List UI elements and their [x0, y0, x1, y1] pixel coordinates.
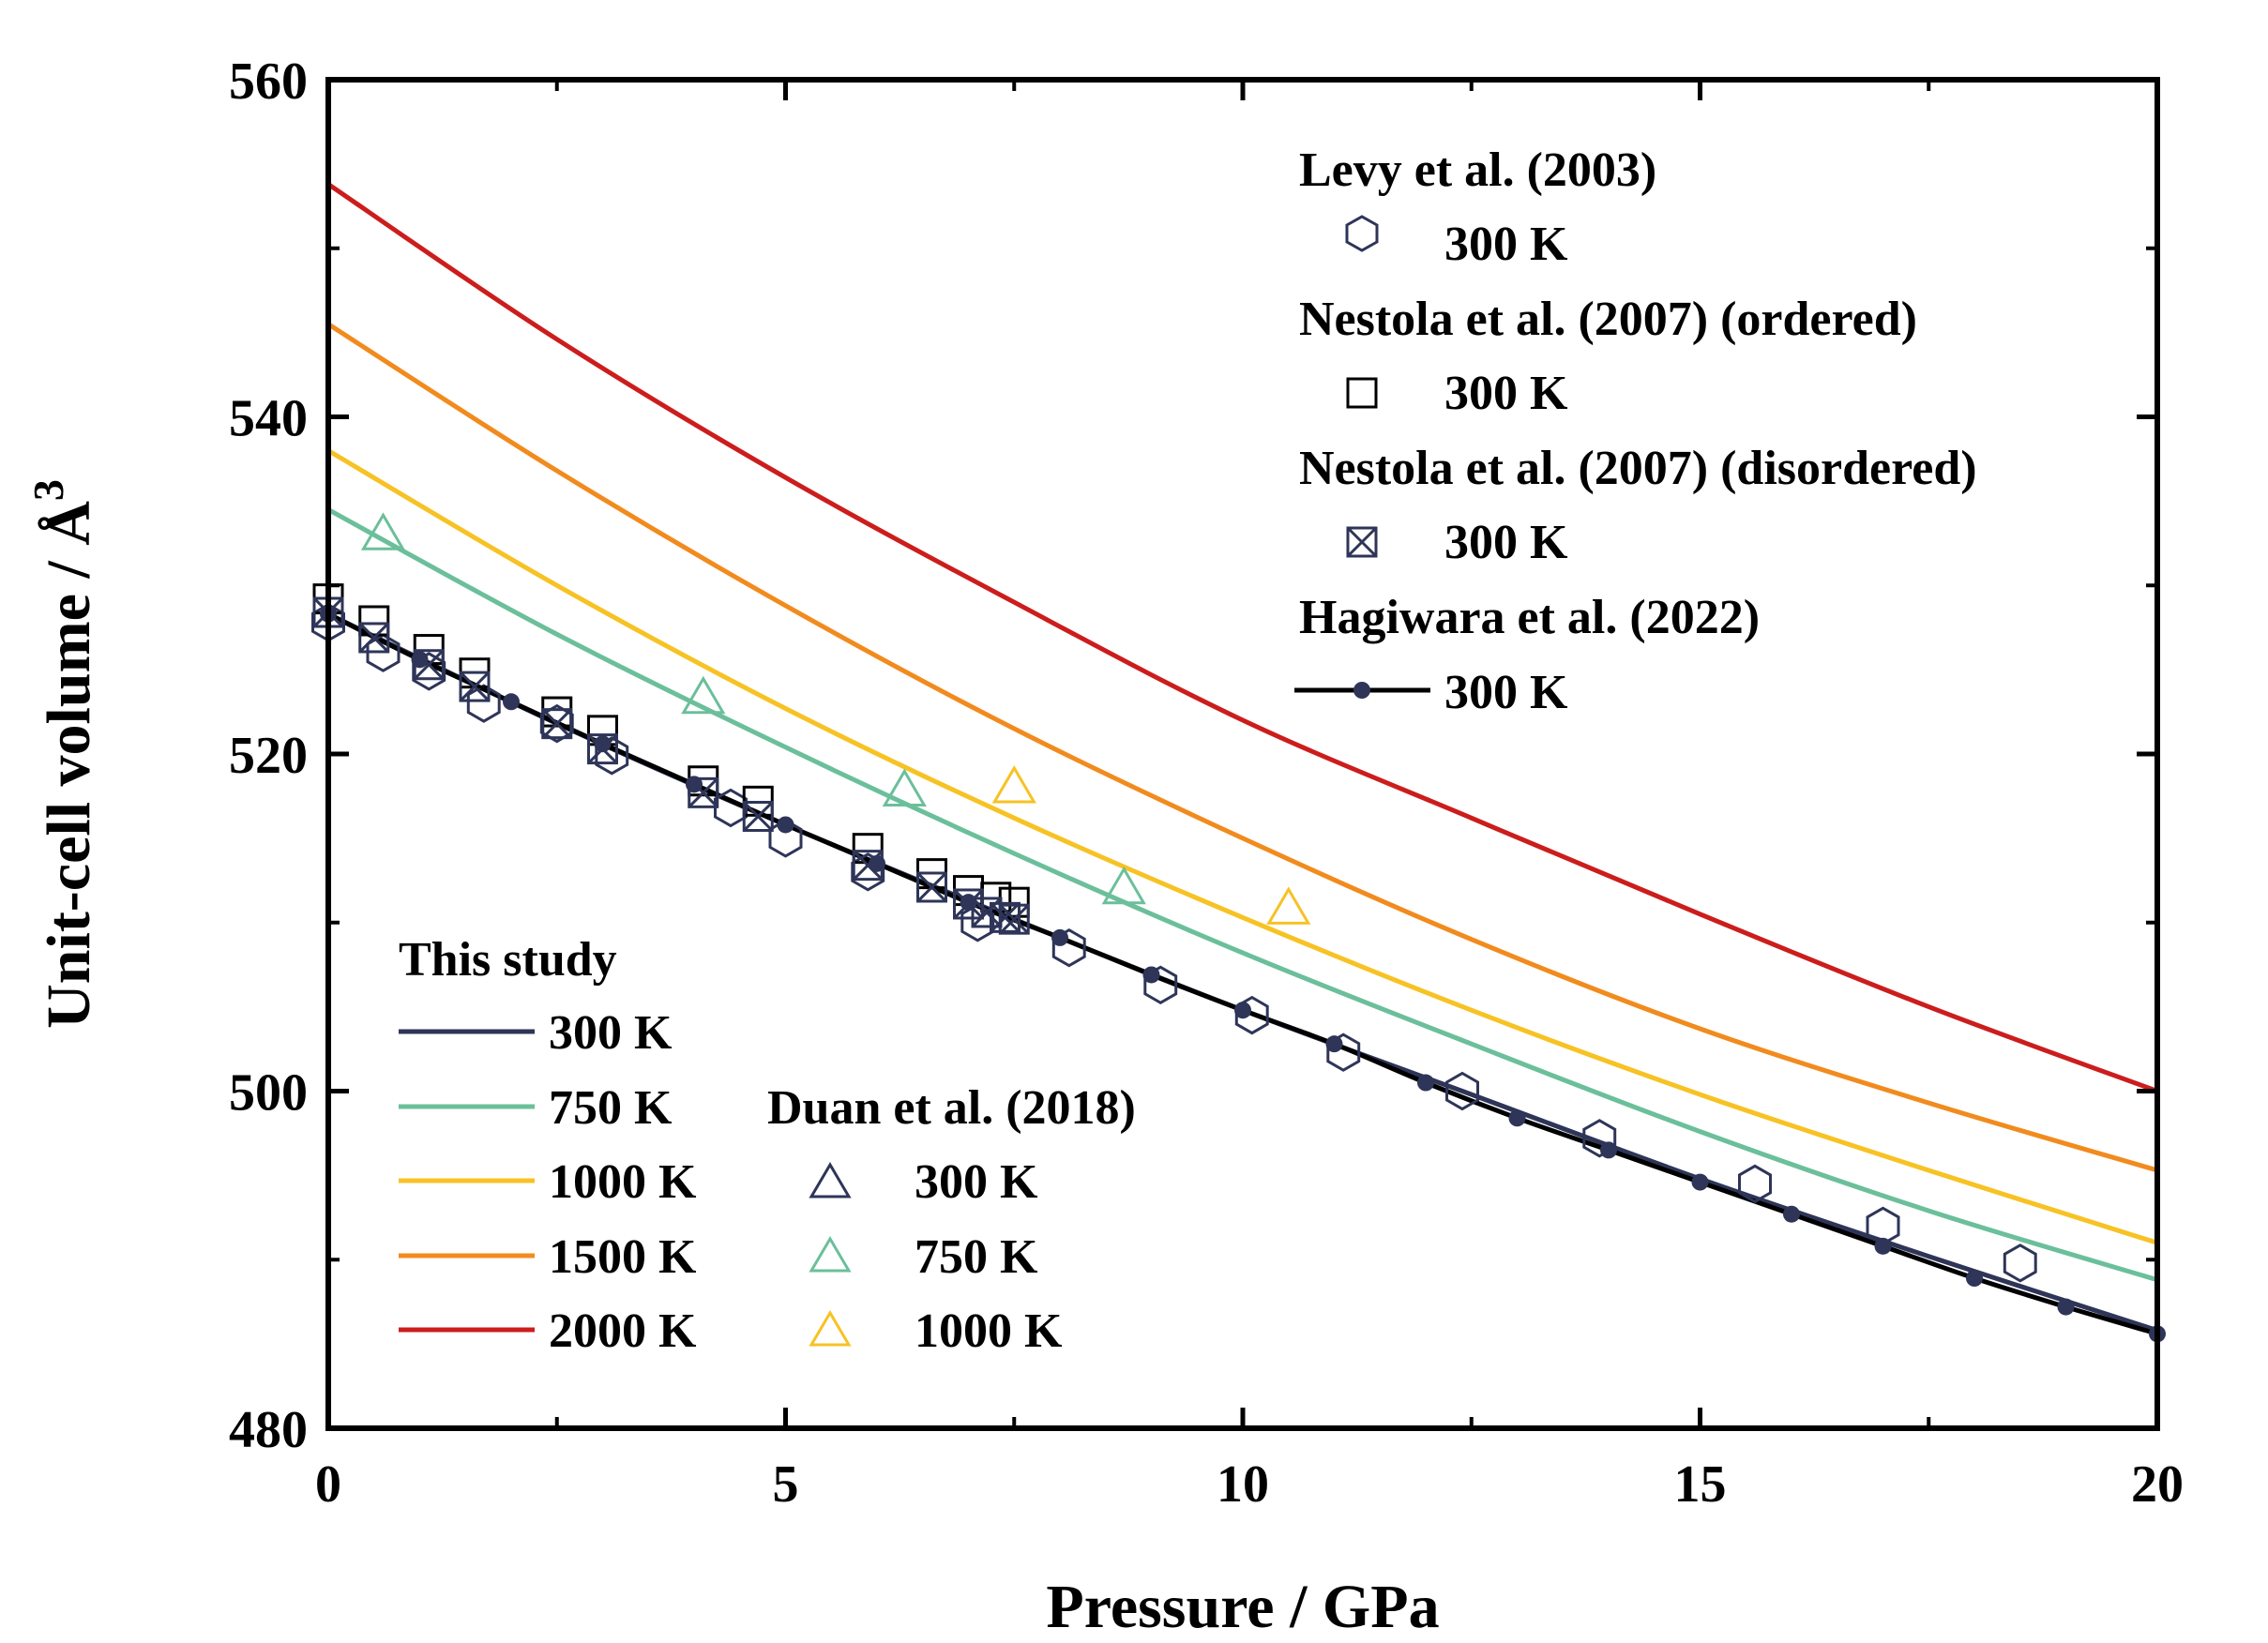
curve-1000k [326, 448, 2158, 1245]
legend-hagiwara-dot [1353, 682, 1370, 699]
y-tick-label: 520 [229, 727, 308, 785]
plot-frame [325, 77, 2160, 1431]
nestola-disordered-marker [990, 901, 1021, 933]
nestola-disordered-marker [541, 708, 573, 740]
legend-nestola-ordered-title: Nestola et al. (2007) (ordered) [1299, 293, 1917, 346]
legend-duan-1000k-label: 1000 K [915, 1304, 1063, 1358]
x-tick-label: 15 [1674, 1455, 1727, 1514]
hagiwara-marker [1691, 1173, 1709, 1191]
x-tick-label: 5 [773, 1455, 799, 1514]
hagiwara-marker [1783, 1205, 1800, 1223]
y-axis-title-superscript: 3 [24, 479, 72, 501]
levy-marker [2003, 1244, 2037, 1283]
y-axis-title: Unit-cell volume / Å3 [24, 479, 103, 1029]
legend-duan-title: Duan et al. (2018) [767, 1081, 1136, 1135]
hagiwara-marker [411, 651, 429, 669]
duan-750k-marker [681, 675, 726, 715]
hagiwara-marker [2057, 1298, 2075, 1316]
legend-duan-300k-label: 300 K [915, 1155, 1038, 1209]
legend-this-study: This study 300 K 750 K 1000 K 1500 K 200… [399, 933, 697, 1358]
nestola-disordered-marker [742, 801, 774, 833]
nestola-disordered-marker [998, 903, 1030, 935]
nestola-ordered-marker [852, 833, 884, 865]
legend-300k-label: 300 K [549, 1006, 673, 1060]
y-tick-label: 500 [229, 1064, 308, 1123]
legend-1500k-label: 1500 K [549, 1230, 697, 1284]
model-curves-group [326, 182, 2158, 1334]
legend-duan-750k-label: 750 K [915, 1230, 1038, 1284]
legend-levy-label: 300 K [1444, 218, 1568, 271]
x-axis-title: Pressure / GPa [1046, 1573, 1439, 1641]
hagiwara-marker [1051, 928, 1068, 946]
hagiwara-marker [1874, 1237, 1892, 1255]
hagiwara-marker [1600, 1141, 1617, 1159]
duan-750k-marker [882, 768, 927, 806]
levy-marker [1738, 1164, 1772, 1204]
legend-nestola-disordered-title: Nestola et al. (2007) (disordered) [1299, 442, 1977, 495]
x-tick-label: 10 [1217, 1455, 1269, 1514]
nestola-disordered-marker [916, 871, 947, 903]
legend-duan-750k-triangle-marker [809, 1236, 852, 1273]
y-tick-label: 480 [229, 1401, 308, 1459]
axis-ticks-group: 0 5 10 15 20 480 500 520 540 560 [229, 53, 2184, 1514]
nestola-disordered-marker [459, 671, 491, 702]
legend-nestola-ordered-square-marker [1346, 377, 1378, 409]
hagiwara-marker [1966, 1270, 1983, 1288]
levy-marker [960, 903, 995, 942]
hagiwara-marker [1508, 1109, 1526, 1127]
hagiwara-marker [1142, 966, 1160, 984]
legend-duan-1000k-triangle-marker [809, 1310, 852, 1347]
duan-750k-marker [1101, 866, 1146, 905]
legend-levy-hexagon-marker [1345, 215, 1379, 252]
legend-literature: Levy et al. (2003) 300 K Nestola et al. … [1294, 143, 1977, 719]
x-tick-label: 0 [315, 1455, 341, 1514]
legend-duan: Duan et al. (2018) 300 K 750 K 1000 K [767, 1081, 1136, 1358]
legend-1000k-label: 1000 K [549, 1155, 697, 1209]
levy-marker [714, 788, 748, 828]
legend-hagiwara-title: Hagiwara et al. (2022) [1299, 591, 1760, 644]
x-tick-label: 20 [2131, 1455, 2184, 1514]
hagiwara-marker [686, 776, 703, 793]
hagiwara-marker [1234, 1002, 1251, 1019]
nestola-disordered-marker [358, 622, 390, 654]
data-markers-group [311, 512, 2166, 1343]
levy-marker [1445, 1071, 1479, 1111]
y-tick-label: 560 [229, 53, 308, 111]
y-tick-label: 540 [229, 390, 308, 448]
hagiwara-marker [960, 894, 977, 912]
nestola-ordered-marker [358, 605, 390, 637]
legend-levy-title: Levy et al. (2003) [1299, 143, 1656, 197]
curve-2000k [326, 182, 2158, 1093]
duan-1000k-marker [1266, 886, 1311, 925]
y-axis-title-main: Unit-cell volume / Å [35, 501, 103, 1029]
legend-2000k-label: 2000 K [549, 1304, 697, 1358]
hagiwara-marker [1325, 1035, 1343, 1053]
curve-1500k [326, 322, 2158, 1173]
legend-nestola-ordered-label: 300 K [1444, 367, 1568, 420]
legend-nestola-disordered-label: 300 K [1444, 516, 1568, 569]
legend-nestola-disordered-marker [1346, 526, 1378, 558]
duan-750k-marker [360, 512, 406, 550]
duan-1000k-marker [991, 765, 1036, 804]
legend-duan-300k-triangle-marker [809, 1162, 852, 1198]
curve-750k [326, 507, 2158, 1283]
legend-hagiwara-label: 300 K [1444, 666, 1568, 719]
hagiwara-marker [1417, 1074, 1434, 1092]
hagiwara-marker [594, 735, 612, 753]
legend-this-study-title: This study [399, 933, 617, 987]
legend-750k-label: 750 K [549, 1081, 673, 1135]
hagiwara-marker [503, 693, 520, 711]
levy-marker [1582, 1119, 1617, 1158]
hagiwara-marker [777, 816, 794, 834]
hagiwara-marker [869, 854, 885, 872]
